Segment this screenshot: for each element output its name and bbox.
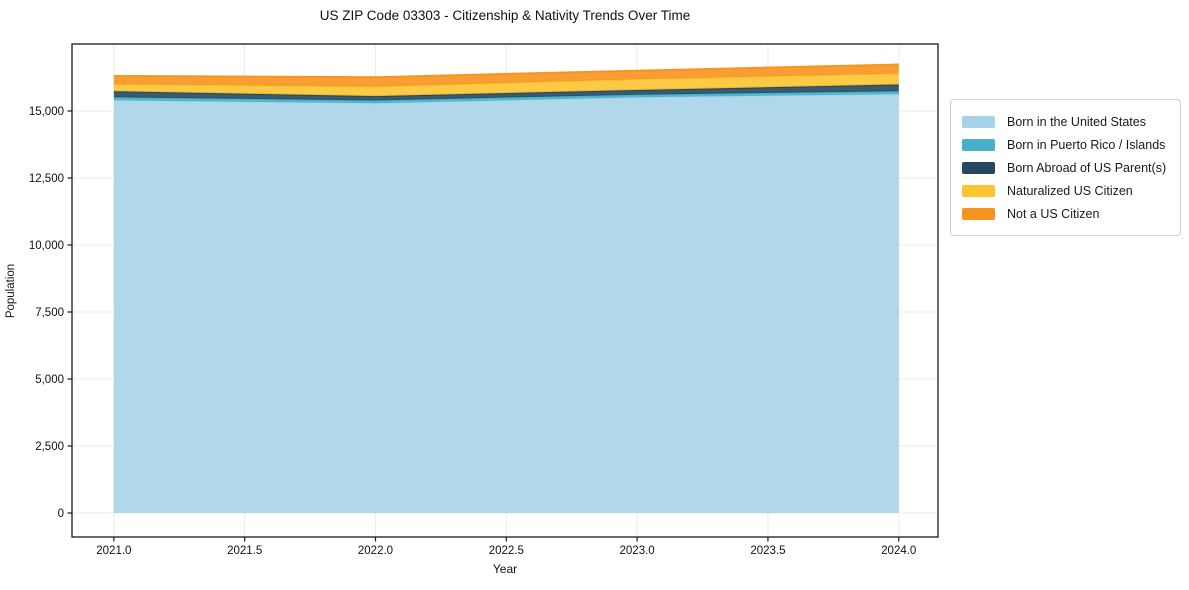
legend-swatch-icon [962, 184, 995, 197]
legend-label: Born in Puerto Rico / Islands [1007, 137, 1166, 152]
legend-label: Not a US Citizen [1007, 206, 1100, 221]
legend-label: Naturalized US Citizen [1007, 183, 1133, 198]
area-born-in-the-united-states [113, 94, 899, 513]
legend-item: Naturalized US Citizen [962, 180, 1166, 201]
x-tick-label: 2023.5 [750, 545, 785, 557]
y-tick-label: 7,500 [35, 307, 64, 319]
legend-item: Not a US Citizen [962, 203, 1166, 224]
x-tick-label: 2022.0 [358, 545, 393, 557]
x-tick-label: 2022.5 [489, 545, 524, 557]
y-tick-label: 10,000 [29, 240, 64, 252]
y-tick-label: 5,000 [35, 374, 64, 386]
legend-label: Born Abroad of US Parent(s) [1007, 160, 1167, 175]
legend-item: Born in Puerto Rico / Islands [962, 134, 1166, 155]
legend-swatch-icon [962, 161, 995, 174]
plot-frame [71, 43, 939, 538]
x-tick-label: 2024.0 [881, 545, 916, 557]
legend-swatch-icon [962, 115, 995, 128]
legend-item: Born in the United States [962, 111, 1166, 132]
area-born-abroad-of-us-parent-s [113, 84, 899, 101]
legend: Born in the United States Born in Puerto… [950, 99, 1182, 236]
legend-label: Born in the United States [1007, 114, 1146, 129]
legend-swatch-icon [962, 138, 995, 151]
area-naturalized-us-citizen [113, 73, 899, 97]
x-tick-label: 2021.0 [96, 545, 131, 557]
y-tick-label: 2,500 [35, 441, 64, 453]
y-axis-label: Population [5, 264, 17, 318]
y-tick-label: 15,000 [29, 106, 64, 118]
legend-swatch-icon [962, 207, 995, 220]
y-tick-label: 12,500 [29, 173, 64, 185]
area-edge-not-a-us-citizen [113, 63, 899, 79]
x-tick-label: 2021.5 [227, 545, 262, 557]
y-tick-label: 0 [58, 508, 64, 520]
legend-item: Born Abroad of US Parent(s) [962, 157, 1166, 178]
x-axis-label: Year [493, 562, 517, 576]
chart-title: US ZIP Code 03303 - Citizenship & Nativi… [319, 8, 691, 23]
x-tick-label: 2023.0 [620, 545, 655, 557]
